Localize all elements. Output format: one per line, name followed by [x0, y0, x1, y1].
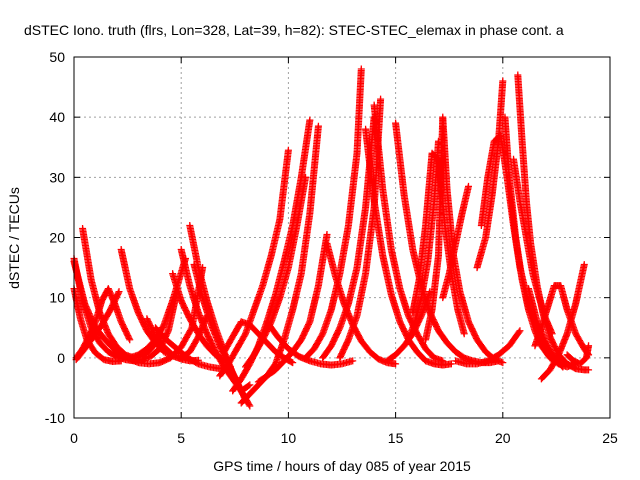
- series-6: [117, 246, 202, 365]
- data-point: [126, 336, 134, 344]
- data-point: [314, 122, 322, 130]
- data-point: [117, 357, 125, 365]
- data-point: [246, 381, 254, 389]
- data-point: [499, 77, 507, 85]
- data-point: [245, 401, 253, 409]
- data-point: [357, 65, 365, 73]
- data-point: [289, 359, 297, 367]
- data-point: [115, 288, 123, 296]
- data-point: [377, 95, 385, 103]
- series-5: [72, 285, 134, 362]
- data-point: [284, 146, 292, 154]
- data-point: [245, 382, 253, 390]
- data-point: [246, 402, 254, 410]
- data-points: [70, 65, 593, 410]
- chart-title: dSTEC Iono. truth (flrs, Lon=328, Lat=39…: [24, 22, 564, 38]
- data-point: [287, 358, 295, 366]
- data-point: [125, 334, 133, 342]
- data-point: [114, 289, 122, 297]
- series-15: [216, 146, 292, 380]
